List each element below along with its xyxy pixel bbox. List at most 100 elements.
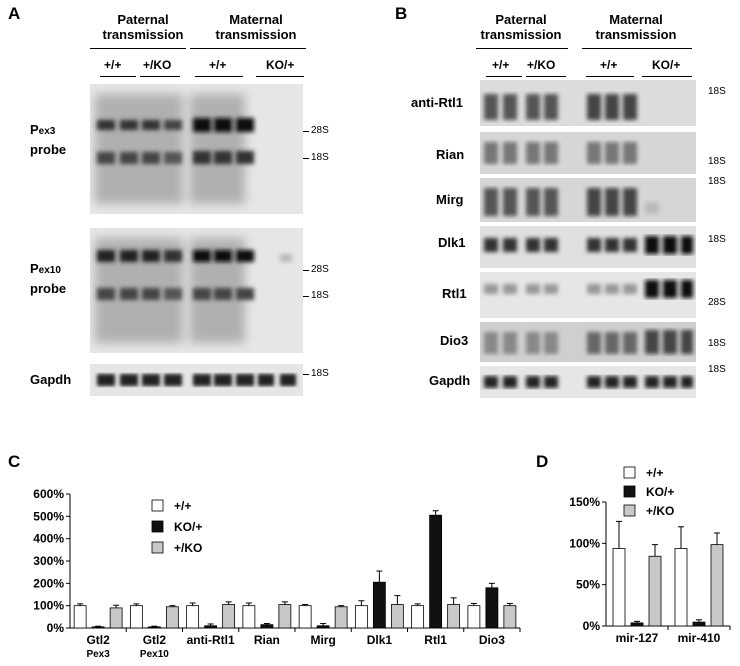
marker-18s: 18S [311, 152, 329, 163]
marker-28s: 28S [311, 264, 329, 275]
probe-label-pex10: Pex10 probe [30, 261, 67, 296]
bar-+/KO [278, 604, 292, 629]
legend-swatch [151, 520, 164, 533]
bar-KO/+ [316, 625, 330, 629]
y-tick-label: 100% [569, 536, 600, 550]
bar-+/+ [411, 605, 425, 629]
bar-KO/+ [485, 587, 499, 629]
genotype-underline [140, 76, 180, 77]
genotype-label: +/+ [600, 58, 618, 72]
genotype-label: +/KO [143, 58, 172, 72]
bar-+/KO [447, 604, 461, 629]
bar-KO/+ [630, 622, 644, 627]
header-underline [476, 48, 568, 49]
panel-a-paternal-header: Paternal transmission [102, 12, 184, 42]
panel-a-label: A [8, 4, 21, 23]
bar-+/+ [467, 605, 481, 629]
header-underline [90, 48, 186, 49]
y-tick-label: 150% [569, 495, 600, 509]
marker-18s: 18S [311, 290, 329, 301]
row-label-rtl1: Rtl1 [442, 286, 467, 301]
bar-+/+ [612, 548, 626, 627]
marker-tick [303, 374, 309, 375]
bar-+/+ [186, 605, 200, 629]
bar-+/+ [674, 548, 688, 627]
marker-tick [303, 270, 309, 271]
probe-label-gapdh: Gapdh [30, 372, 72, 387]
gapdh-blot-a [90, 364, 303, 396]
genotype-label: +/+ [104, 58, 122, 72]
row-label-anti-rtl1: anti-Rtl1 [411, 95, 463, 110]
marker-tick [303, 296, 309, 297]
legend-label: +/KO [174, 541, 202, 555]
x-tick-label: Mirg [310, 633, 335, 647]
bar-+/KO [109, 607, 123, 629]
x-tick-label: Rian [254, 633, 280, 647]
row-label-dio3: Dio3 [440, 333, 469, 348]
row-label-rian: Rian [436, 147, 465, 162]
bar-+/+ [298, 605, 312, 629]
marker-18s: 18S [311, 368, 329, 379]
legend-swatch [151, 499, 164, 512]
panel-b-paternal-header: Paternal transmission [480, 12, 562, 42]
panel-b-blots [480, 80, 696, 398]
bar-KO/+ [372, 581, 386, 629]
probe-label-pex3: Pex3 probe [30, 122, 67, 157]
header-underline [582, 48, 692, 49]
panel-d-label: D [536, 452, 549, 471]
bar-+/+ [129, 605, 143, 629]
x-tick-label: Rtl1 [424, 633, 447, 647]
genotype-underline [256, 76, 304, 77]
genotype-underline [486, 76, 522, 77]
bar-+/KO [334, 606, 348, 629]
genotype-underline [195, 76, 243, 77]
bar-KO/+ [147, 626, 161, 629]
bar-+/KO [503, 605, 517, 629]
marker-18s: 18S [708, 156, 726, 167]
x-tick-label: Gtl2 [143, 633, 167, 647]
marker-28s: 28S [311, 125, 329, 136]
pex10-northern-blot [90, 228, 303, 353]
bar-+/+ [73, 605, 87, 629]
y-tick-label: 400% [33, 532, 64, 546]
bar-+/+ [242, 605, 256, 629]
marker-18s: 18S [708, 234, 726, 245]
y-tick-label: 0% [47, 621, 65, 635]
x-tick-label: Pex10 [140, 649, 169, 660]
genotype-underline [526, 76, 566, 77]
marker-18s: 18S [708, 338, 726, 349]
x-tick-label: Dio3 [479, 633, 505, 647]
genotype-label: +/+ [209, 58, 227, 72]
legend-swatch [623, 504, 636, 517]
row-label-gapdh: Gapdh [429, 373, 471, 388]
genotype-underline [100, 76, 136, 77]
y-tick-label: 100% [33, 599, 64, 613]
legend-label: +/+ [174, 499, 191, 513]
marker-18s: 18S [708, 86, 726, 97]
bar-KO/+ [260, 624, 274, 629]
x-tick-label: Gtl2 [86, 633, 110, 647]
x-tick-label: mir-127 [616, 631, 659, 645]
x-tick-label: Pex3 [86, 649, 110, 660]
genotype-label: +/+ [492, 58, 510, 72]
bar-KO/+ [692, 621, 706, 627]
y-tick-label: 500% [33, 509, 64, 523]
genotype-label: +/KO [527, 58, 556, 72]
bar-+/KO [648, 555, 662, 627]
bar-KO/+ [204, 625, 218, 629]
marker-tick [303, 158, 309, 159]
legend-label: +/+ [646, 466, 663, 480]
legend-swatch [623, 485, 636, 498]
y-tick-label: 0% [583, 619, 601, 633]
genotype-label: KO/+ [652, 58, 681, 72]
bar-+/KO [222, 604, 236, 629]
genotype-underline [586, 76, 634, 77]
row-label-dlk1: Dlk1 [438, 235, 466, 250]
chart-c: 0% 100% 200% 300% 400% 500% 600% Gtl2 Pex3 Gtl2 Pe… [33, 487, 521, 660]
y-tick-label: 200% [33, 576, 64, 590]
legend-label: KO/+ [646, 485, 674, 499]
genotype-label: KO/+ [266, 58, 295, 72]
marker-tick [303, 131, 309, 132]
header-underline [190, 48, 306, 49]
bar-KO/+ [91, 626, 105, 629]
